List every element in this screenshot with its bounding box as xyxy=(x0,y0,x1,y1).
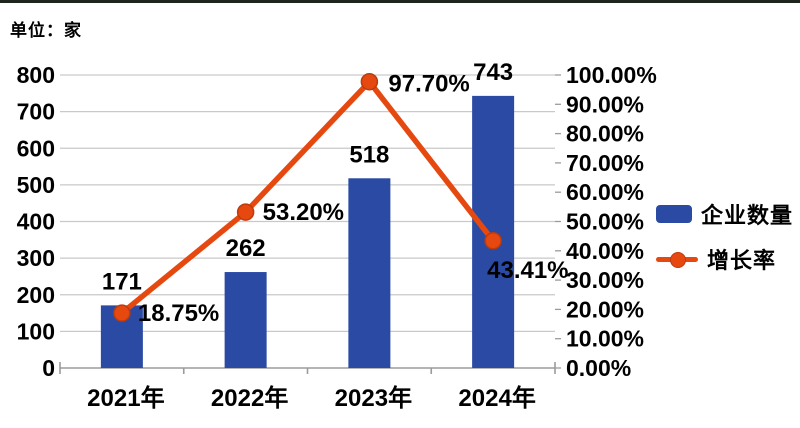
bar[interactable] xyxy=(472,95,515,368)
legend: 企业数量 增长率 xyxy=(656,198,793,275)
right-axis-tick-label: 0.00% xyxy=(566,355,631,381)
line-value-label: 97.70% xyxy=(388,71,469,98)
x-axis-label: 2024年 xyxy=(458,384,535,412)
right-axis-tick-label: 70.00% xyxy=(566,150,644,176)
right-axis-tick-label: 40.00% xyxy=(566,238,644,264)
x-axis-label: 2021年 xyxy=(87,384,164,412)
x-axis-label: 2023年 xyxy=(335,384,412,412)
legend-label-enterprise-count: 企业数量 xyxy=(701,203,794,228)
legend-item-growth-rate[interactable]: 增长率 xyxy=(656,243,793,275)
line-marker[interactable] xyxy=(113,304,131,322)
bar-value-label: 262 xyxy=(226,235,266,262)
bar-series-swatch-icon xyxy=(656,205,692,223)
line-value-label: 18.75% xyxy=(138,300,219,327)
line-value-label: 43.41% xyxy=(487,257,568,284)
line-series-swatch-icon xyxy=(656,250,698,268)
right-axis-tick-label: 100.00% xyxy=(566,62,657,88)
right-axis-tick-label: 90.00% xyxy=(566,91,644,117)
line-value-label: 53.20% xyxy=(263,199,344,226)
bar[interactable] xyxy=(348,178,391,368)
right-axis-tick-label: 80.00% xyxy=(566,121,644,147)
line-marker[interactable] xyxy=(360,72,379,91)
left-axis-tick-label: 100 xyxy=(17,318,55,344)
left-axis-tick-label: 200 xyxy=(17,282,55,308)
right-axis-tick-label: 60.00% xyxy=(566,179,644,205)
left-axis-tick-label: 0 xyxy=(42,355,55,381)
line-swatch-marker xyxy=(670,252,686,268)
right-axis-tick-label: 30.00% xyxy=(566,267,644,293)
left-axis-tick-label: 500 xyxy=(17,172,55,198)
bar-value-label: 171 xyxy=(102,268,142,295)
right-axis-tick-label: 10.00% xyxy=(566,326,644,352)
left-axis-tick-label: 600 xyxy=(17,135,55,161)
right-axis-tick-label: 20.00% xyxy=(566,296,644,322)
growth-rate-line xyxy=(119,78,496,316)
bar-value-label: 743 xyxy=(473,59,513,86)
x-axis-label: 2022年 xyxy=(211,384,288,412)
left-axis-tick-label: 400 xyxy=(17,209,55,235)
left-axis-tick-label: 300 xyxy=(17,245,55,271)
unit-label: 单位：家 xyxy=(10,21,82,40)
top-border xyxy=(0,0,800,3)
legend-label-growth-rate: 增长率 xyxy=(707,248,777,273)
bar-value-label: 518 xyxy=(349,141,389,168)
left-axis-tick-label: 700 xyxy=(17,99,55,125)
right-axis-tick-label: 50.00% xyxy=(566,209,644,235)
left-axis-tick-label: 800 xyxy=(17,62,55,88)
bar[interactable] xyxy=(224,272,267,368)
legend-item-enterprise-count[interactable]: 企业数量 xyxy=(656,198,793,230)
line-marker[interactable] xyxy=(484,232,502,250)
line-marker[interactable] xyxy=(236,203,255,221)
